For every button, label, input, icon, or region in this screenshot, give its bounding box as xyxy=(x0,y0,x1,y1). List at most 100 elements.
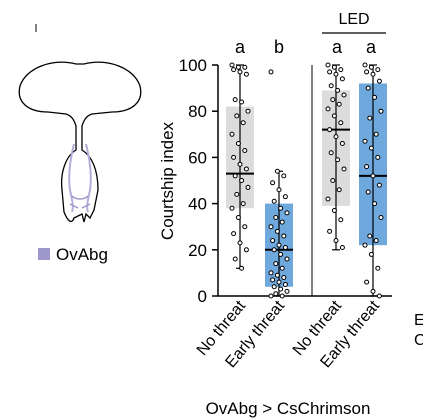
neuron-tract-right xyxy=(85,143,92,213)
data-point xyxy=(338,67,344,73)
data-point xyxy=(331,113,337,119)
data-point xyxy=(362,62,368,68)
data-point xyxy=(335,157,341,163)
data-point xyxy=(232,173,238,179)
chart: Courtship index 0 20 40 60 80 100 a b a a No thr… xyxy=(158,11,392,418)
data-point xyxy=(364,164,370,170)
data-point xyxy=(271,247,277,253)
data-point xyxy=(231,231,237,237)
y-tick-label: 100 xyxy=(179,56,207,75)
data-point xyxy=(235,141,241,147)
data-point xyxy=(268,293,274,299)
data-point xyxy=(270,238,276,244)
data-point xyxy=(333,238,339,244)
data-point xyxy=(339,244,345,250)
data-point xyxy=(336,101,342,107)
data-point xyxy=(335,87,341,93)
brain-outline xyxy=(18,61,142,223)
data-point xyxy=(368,64,374,70)
data-point xyxy=(325,106,331,112)
data-point xyxy=(237,161,243,167)
data-point xyxy=(368,145,374,151)
data-point xyxy=(278,205,284,211)
data-point xyxy=(284,210,290,216)
significance-letter: a xyxy=(332,37,343,57)
data-point xyxy=(245,108,251,114)
data-point xyxy=(325,196,331,202)
legend-swatch xyxy=(38,248,50,260)
data-point xyxy=(341,166,347,172)
data-point xyxy=(364,279,370,285)
x-axis-label: OvAbg > CsChrimson xyxy=(206,399,371,418)
significance-letter: a xyxy=(235,37,246,57)
neuron-cross xyxy=(69,195,91,209)
data-point xyxy=(376,78,382,84)
data-point xyxy=(330,178,336,183)
data-point xyxy=(240,201,246,207)
data-point xyxy=(281,173,287,179)
data-point xyxy=(243,166,249,172)
data-point xyxy=(245,184,251,190)
data-point xyxy=(278,286,284,292)
data-point xyxy=(276,279,282,285)
data-point xyxy=(338,120,344,126)
data-point xyxy=(271,198,277,204)
data-point xyxy=(231,154,237,160)
data-point xyxy=(282,281,288,287)
significance-letter: a xyxy=(366,37,377,57)
data-point xyxy=(330,97,336,103)
data-point xyxy=(234,113,240,119)
clipped-label-bottom: C xyxy=(414,332,423,349)
data-point xyxy=(365,85,371,91)
data-point xyxy=(240,120,246,126)
data-point xyxy=(364,69,370,75)
data-point xyxy=(232,256,238,262)
data-point xyxy=(242,224,248,230)
clipped-label-top: E xyxy=(414,312,423,329)
data-point xyxy=(378,214,384,220)
data-point xyxy=(331,208,337,214)
data-point xyxy=(229,205,235,211)
data-point xyxy=(281,275,287,281)
data-point xyxy=(373,238,379,244)
data-point xyxy=(232,97,238,103)
data-point xyxy=(235,64,241,70)
data-point xyxy=(341,92,347,98)
legend-label: OvAbg xyxy=(56,245,108,264)
data-point xyxy=(274,228,280,234)
data-point xyxy=(378,108,384,114)
data-point xyxy=(268,69,274,75)
significance-letter: b xyxy=(274,37,284,57)
y-tick-label: 40 xyxy=(188,195,207,214)
data-point xyxy=(367,115,373,121)
data-point xyxy=(274,168,280,174)
data-point xyxy=(231,67,237,73)
data-point xyxy=(376,182,382,188)
y-tick-label: 60 xyxy=(188,148,207,167)
data-point xyxy=(338,217,344,223)
data-point xyxy=(273,214,279,220)
data-point xyxy=(362,242,368,248)
data-point xyxy=(368,251,374,257)
data-point xyxy=(336,187,342,193)
data-point xyxy=(282,244,288,250)
data-point xyxy=(279,219,285,225)
data-point xyxy=(375,154,381,160)
data-point xyxy=(243,71,249,77)
data-point xyxy=(375,67,381,73)
data-point xyxy=(370,71,376,77)
data-point xyxy=(229,131,235,137)
data-point xyxy=(333,134,339,140)
data-point xyxy=(279,265,285,271)
data-point xyxy=(328,150,334,156)
data-point xyxy=(273,291,279,297)
data-point xyxy=(331,64,337,70)
data-point xyxy=(373,131,379,137)
y-ticks: 0 20 40 60 80 100 xyxy=(179,56,218,306)
data-point xyxy=(372,201,378,207)
led-label: LED xyxy=(338,11,369,28)
data-point xyxy=(270,180,276,186)
data-point xyxy=(327,127,333,133)
data-point xyxy=(370,288,376,294)
